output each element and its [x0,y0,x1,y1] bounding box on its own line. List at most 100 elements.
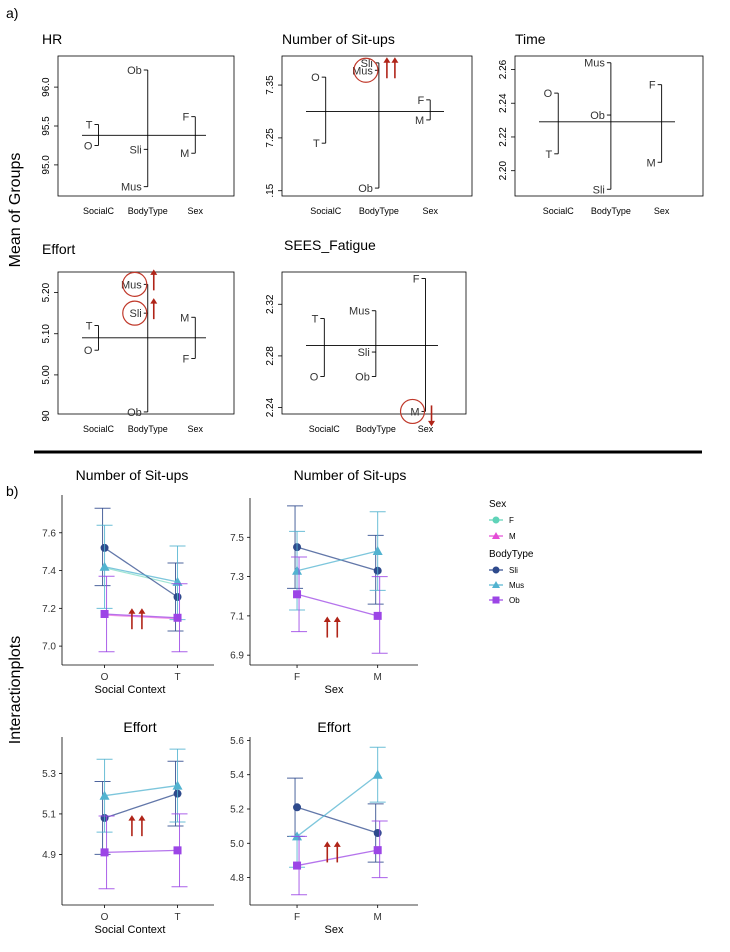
level-label-T: T [86,321,93,333]
y-tick-label: 2.32 [265,294,276,314]
highlight-circle-M [399,398,426,425]
level-label-T: T [312,313,319,325]
series-line-Sli [296,546,378,572]
y-tick-label: 5.6 [230,736,244,747]
legend-marker-Mus [492,581,500,588]
level-label-Mus: Mus [352,65,373,77]
level-label-M: M [646,157,655,169]
y-tick-label: 2.22 [498,127,509,147]
legend-label-Sli: Sli [509,566,518,575]
x-label-BodyType: BodyType [591,206,631,216]
y-tick-label: 5.1 [42,809,56,820]
y-tick-label: 7.6 [42,528,56,539]
highlight-circle-Sli [122,300,148,326]
plot-frame [281,271,467,415]
level-label-Mus: Mus [349,306,370,318]
level-label-O: O [84,345,93,357]
level-label-O: O [310,372,319,384]
level-label-O: O [84,140,93,152]
chart-title: Effort [42,241,75,257]
y-tick-label: 5.2 [230,805,244,816]
point-Ob [373,611,382,620]
series-line-Ob [296,593,378,617]
level-label-Sli: Sli [358,347,370,359]
y-tick-label: 95.0 [41,155,52,175]
interaction-plot-3: Effort 4.9 5.1 5.3 O T Social Context [42,719,214,936]
legend-marker-Ob [492,596,500,604]
ylabel-interactionplots: Interactionplots [7,636,24,745]
means-plot-sees-fatigue: SEES_Fatigue 2.24 2.28 2.32 SocialC T O BodyTyp… [265,237,467,434]
level-label-O: O [311,72,320,84]
level-label-Mus: Mus [584,58,605,70]
level-label-Ob: Ob [590,110,605,122]
level-label-Ob: Ob [127,65,142,77]
annotation-arrow-1-head [128,815,136,821]
point-Ob [293,861,302,870]
level-label-F: F [649,80,656,92]
x-label-Sex: Sex [188,424,204,434]
legend-label-F: F [509,516,514,525]
legend-sex-title: Sex [489,499,506,510]
chart-title: HR [42,31,62,47]
point-Mus [99,561,110,571]
interaction-plot-2: Number of Sit-ups 6.9 7.1 7.3 7.5 F M Sex [230,467,418,696]
x-label-Sex: Sex [188,206,204,216]
ylabel-mean-of-groups: Mean of Groups [7,153,24,268]
x-label-SocialC: SocialC [543,206,575,216]
x-label-Sex: Sex [654,206,670,216]
highlight-arrow-Mus-head [150,269,158,275]
highlight-circle-Mus [122,271,148,297]
legend-label-M: M [509,532,516,541]
section-label-a: a) [6,5,18,21]
x-tick-label-T: T [174,672,180,683]
plot-frame [514,55,704,197]
point-Ob [293,590,302,599]
point-Mus [172,780,183,790]
highlight-arrow-1-head [383,57,391,63]
y-tick-label: 2.26 [498,59,509,79]
means-plot-number-of-sit-ups: Number of Sit-ups .15 7.25 7.35 SocialC O T Bod… [265,31,473,216]
series-line-Mus [104,784,178,797]
point-Mus [372,769,383,779]
y-tick-label: 5.3 [42,769,56,780]
highlight-arrow-M-head [428,420,436,427]
x-label-SocialC: SocialC [83,206,115,216]
annotation-arrow-2-head [138,608,146,614]
y-tick-label: 2.24 [498,93,509,113]
plot-frame [57,271,235,415]
level-label-M: M [410,406,419,418]
x-label-Sex: Sex [418,424,434,434]
y-tick-label: 96.0 [41,77,52,97]
y-tick-label: 7.0 [42,642,56,653]
y-tick-label: .15 [265,183,276,197]
level-label-Ob: Ob [355,372,370,384]
y-tick-label: 7.5 [230,533,244,544]
level-label-Mus: Mus [121,279,142,291]
level-label-Ob: Ob [127,407,142,419]
y-tick-label: 5.4 [230,770,244,781]
level-label-O: O [544,88,553,100]
y-tick-label: 7.35 [265,75,276,95]
annotation-arrow-2-head [138,815,146,821]
chart-title: Number of Sit-ups [282,31,395,47]
x-label-Sex: Sex [422,206,438,216]
level-label-F: F [183,112,190,124]
point-Mus [99,790,110,800]
plot-frame [281,55,473,197]
x-tick-label-M: M [374,912,382,923]
plot-frame [57,55,235,197]
y-tick-label: 7.3 [230,572,244,583]
x-label-SocialC: SocialC [83,424,115,434]
level-label-F: F [413,273,420,285]
level-label-Sli: Sli [130,308,142,320]
y-tick-label: 7.1 [230,611,244,622]
annotation-arrow-1-head [128,608,136,614]
y-tick-label: 7.4 [42,566,56,577]
x-axis-label: Social Context [95,924,166,936]
level-label-M: M [180,312,189,324]
level-label-T: T [546,149,553,161]
highlight-arrow-Sli-head [150,298,158,304]
point-Sli [373,829,382,837]
series-line-Sli [296,806,378,834]
